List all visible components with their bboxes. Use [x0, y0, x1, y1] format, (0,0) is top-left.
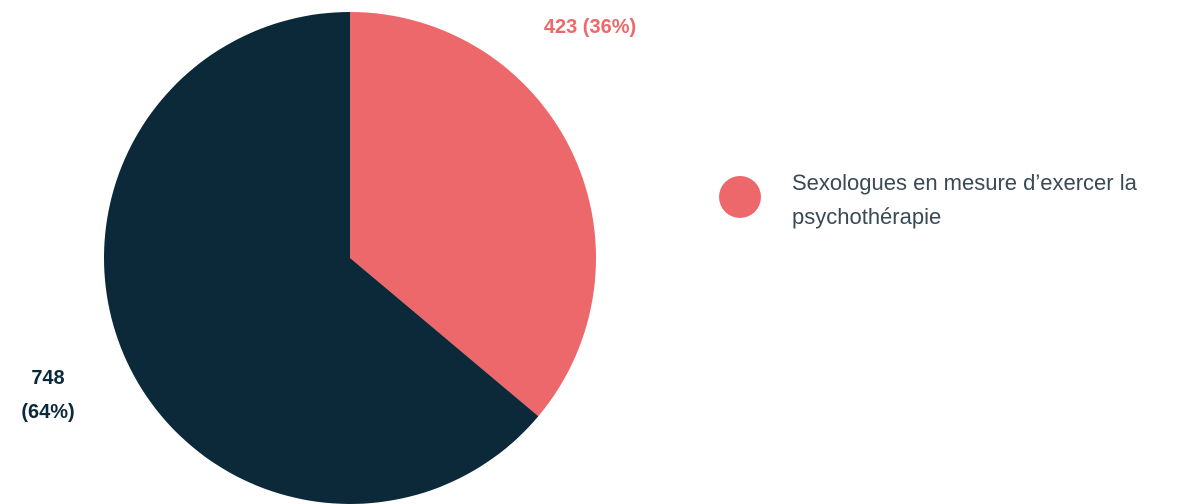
legend-label: Sexologues en mesure d’exercer la psycho…: [792, 170, 1137, 229]
legend-marker: [719, 176, 761, 218]
pie-slice: [103, 12, 539, 504]
pie-slice: [350, 12, 596, 417]
data-label: 748 (64%): [21, 367, 75, 423]
data-label: 423 (36%): [543, 16, 637, 38]
